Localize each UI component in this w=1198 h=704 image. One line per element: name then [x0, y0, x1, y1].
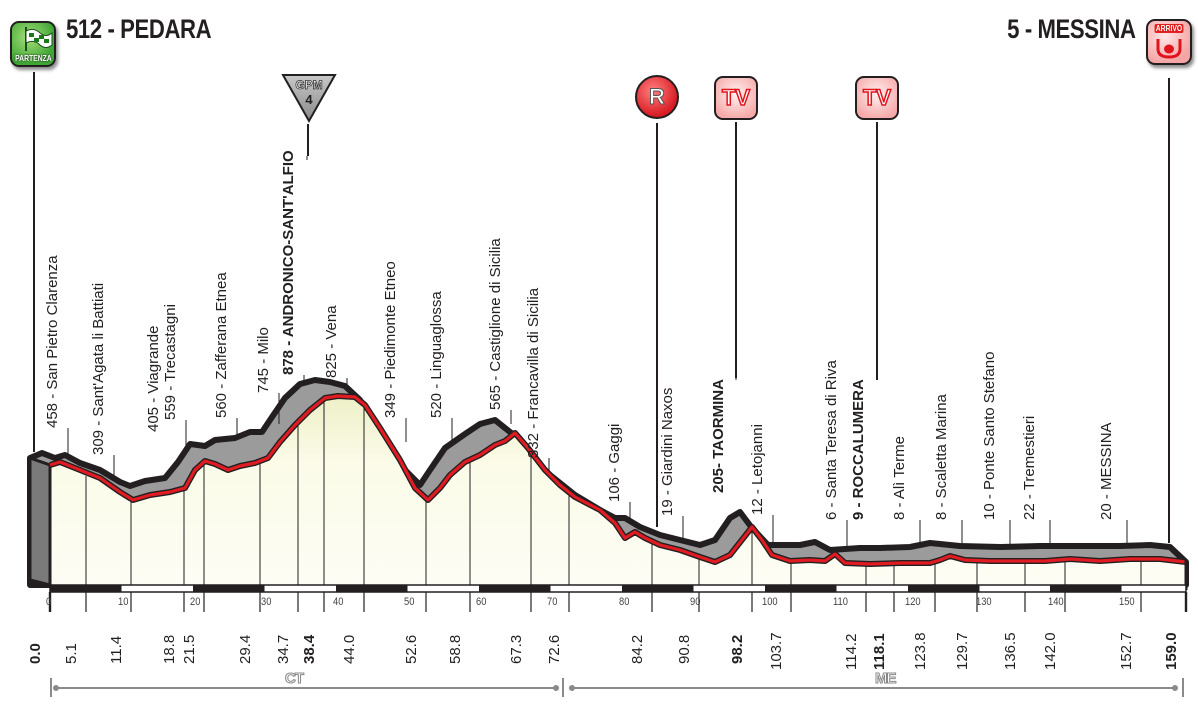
partenza-start-icon: PARTENZA [10, 21, 56, 67]
km-tick-label: 90 [690, 596, 701, 608]
place-label: 309 - Sant'Agata li Battiati [90, 282, 107, 455]
place-label: 825 - Vena [323, 305, 340, 378]
km-tick-label: 70 [547, 596, 558, 608]
province-label-ct: CT [285, 670, 305, 688]
waypoint-km-label: 159.0 [1163, 632, 1180, 670]
tv-icon: TV [714, 76, 758, 120]
km-tick-label: 10 [118, 596, 129, 608]
province-label-me: ME [875, 670, 897, 688]
place-label: 19 - Giardini Naxos [659, 387, 676, 516]
waypoint-km-label: 114.2 [843, 633, 860, 670]
km-tick-label: 40 [333, 596, 344, 608]
profile-area [50, 396, 1186, 585]
tv-line-taormina [735, 122, 737, 378]
place-label: 349 - Piedimonte Etneo [382, 261, 399, 418]
waypoint-km-label: 58.8 [447, 634, 464, 664]
gpm-label: GPM [295, 78, 323, 93]
place-label: 9 - ROCCALUMERA [850, 379, 867, 520]
waypoint-km-label: 118.1 [871, 633, 888, 670]
waypoint-km-label: 103.7 [768, 632, 785, 670]
place-label: 745 - Milo [255, 327, 272, 393]
gpm-triangle-icon [281, 74, 337, 124]
waypoint-km-label: 136.5 [1002, 632, 1019, 670]
waypoint-km-label: 142.0 [1042, 632, 1059, 670]
gpm-climb-marker: GPM 4 [281, 73, 337, 125]
arms-raised-icon [1156, 39, 1182, 59]
km-tick-label: 120 [905, 596, 921, 608]
km-tick-label: 60 [476, 596, 487, 608]
partenza-label: PARTENZA [15, 54, 52, 63]
waypoint-km-label: 44.0 [341, 634, 358, 664]
tv-label: TV [721, 84, 751, 111]
waypoint-km-label: 67.3 [508, 634, 525, 664]
waypoint-km-label: 123.8 [912, 632, 929, 670]
place-label: 22 - Tremestieri [1021, 415, 1038, 520]
place-label: 332 - Francavilla di Sicilia [525, 287, 542, 458]
km-tick-label: 140 [1048, 596, 1064, 608]
arrivo-label: ARRIVO [1154, 24, 1184, 33]
waypoint-km-label: 72.6 [546, 634, 563, 664]
waypoint-km-label: 21.5 [181, 634, 198, 664]
gpm-category: 4 [305, 92, 313, 107]
km-tick-label: 110 [833, 596, 848, 608]
waypoint-km-label: 84.2 [629, 634, 646, 664]
finish-title: 5 - MESSINA [1007, 14, 1137, 44]
km-tick-label: 50 [404, 596, 415, 608]
tv-label: TV [862, 84, 892, 111]
start-wall [28, 455, 52, 587]
place-label: 405 - Viagrande [145, 325, 162, 432]
feed-zone-r-icon: R [635, 75, 679, 119]
waypoint-km-label: 0.0 [27, 643, 44, 664]
km-tick-label: 0 [46, 596, 52, 608]
km-tick-label: 150 [1119, 596, 1135, 608]
waypoint-lines [85, 399, 1142, 585]
feed-zone-line [656, 123, 658, 527]
place-label: 10 - Ponte Santo Stefano [981, 351, 998, 520]
waypoint-km-label: 29.4 [237, 634, 254, 664]
arrivo-finish-icon: ARRIVO [1146, 19, 1192, 65]
waypoint-km-label: 5.1 [63, 643, 80, 664]
place-label: 205- TAORMINA [710, 379, 727, 493]
waypoint-km-label: 152.7 [1118, 632, 1135, 670]
waypoint-km-label: 90.8 [676, 634, 693, 664]
km-tick-label: 100 [762, 596, 778, 608]
place-label: 559 - Trecastagni [162, 304, 179, 420]
place-label: 458 - San Pietro Clarenza [44, 255, 61, 428]
tv-icon: TV [855, 76, 899, 120]
waypoint-km-label: 98.2 [729, 634, 746, 664]
place-label: 20 - MESSINA [1098, 422, 1115, 520]
waypoint-km-label: 52.6 [403, 634, 420, 664]
place-label: 12 - Letojanni [749, 424, 766, 515]
waypoint-km-label: 34.7 [275, 634, 292, 664]
waypoint-km-label: 38.4 [301, 634, 318, 664]
km-tick-label: 80 [619, 596, 630, 608]
km-ticks [48, 592, 1188, 612]
km-tick-label: 30 [261, 596, 272, 608]
place-label: 8 - Alì Terme [891, 436, 908, 520]
checkered-flag-icon [25, 27, 53, 51]
km-tick-label: 130 [976, 596, 992, 608]
tv-line-roccalumera [876, 122, 878, 380]
place-label: 878 - ANDRONICO-SANT'ALFIO [280, 150, 297, 375]
waypoint-km-label: 129.7 [954, 632, 971, 670]
km-scale-bar [49, 584, 1187, 593]
gpm-line [307, 124, 309, 156]
feed-zone-label: R [649, 84, 666, 110]
province-ranges [50, 678, 1184, 697]
place-label: 106 - Gaggi [606, 423, 623, 502]
waypoint-km-label: 11.4 [108, 635, 125, 664]
waypoint-km-label: 18.8 [161, 634, 178, 664]
place-label: 560 - Zafferana Etnea [213, 272, 230, 418]
place-label: 565 - Castiglione di Sicilia [487, 238, 504, 410]
place-label: 8 - Scaletta Marina [933, 394, 950, 520]
place-label: 6 - Santa Teresa di Riva [823, 360, 840, 520]
place-label: 520 - Linguaglossa [428, 291, 445, 418]
km-tick-label: 20 [190, 596, 201, 608]
finish-line [1168, 78, 1170, 543]
start-title: 512 - PEDARA [66, 14, 212, 44]
start-line [33, 72, 35, 452]
